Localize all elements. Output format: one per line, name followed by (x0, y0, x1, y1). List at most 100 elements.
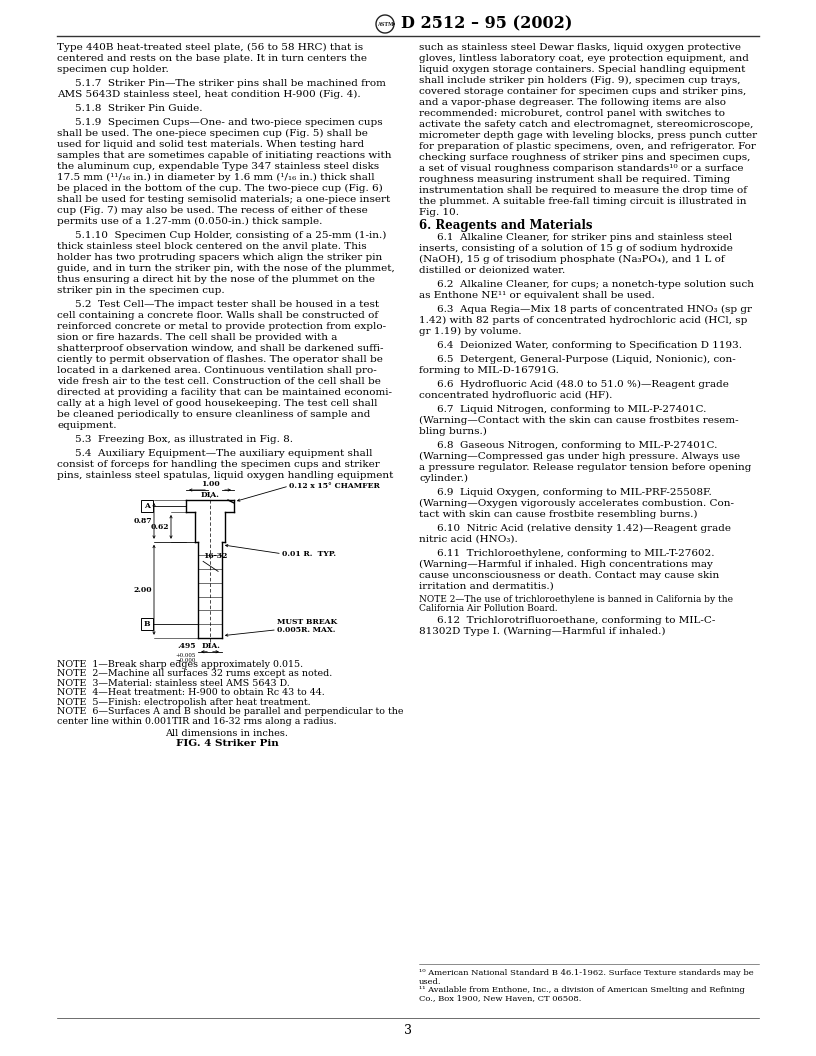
Text: (Warning—Harmful if inhaled. High concentrations may: (Warning—Harmful if inhaled. High concen… (419, 560, 713, 569)
Text: AMS 5643D stainless steel, heat condition H-900 (Fig. 4).: AMS 5643D stainless steel, heat conditio… (57, 90, 361, 99)
Text: 0.87: 0.87 (133, 516, 152, 525)
Text: pins, stainless steel spatulas, liquid oxygen handling equipment: pins, stainless steel spatulas, liquid o… (57, 471, 393, 480)
Text: NOTE  3—Material: stainless steel AMS 5643 D.: NOTE 3—Material: stainless steel AMS 564… (57, 679, 290, 687)
Text: for preparation of plastic specimens, oven, and refrigerator. For: for preparation of plastic specimens, ov… (419, 142, 756, 151)
Text: NOTE  2—Machine all surfaces 32 rums except as noted.: NOTE 2—Machine all surfaces 32 rums exce… (57, 670, 332, 678)
Text: (NaOH), 15 g of trisodium phosphate (Na₃PO₄), and 1 L of: (NaOH), 15 g of trisodium phosphate (Na₃… (419, 254, 725, 264)
Text: recommended: microburet, control panel with switches to: recommended: microburet, control panel w… (419, 109, 725, 118)
Text: inserts, consisting of a solution of 15 g of sodium hydroxide: inserts, consisting of a solution of 15 … (419, 244, 733, 253)
Text: 6.5  Detergent, General-Purpose (Liquid, Nonionic), con-: 6.5 Detergent, General-Purpose (Liquid, … (437, 355, 736, 364)
Text: 5.2  Test Cell—The impact tester shall be housed in a test: 5.2 Test Cell—The impact tester shall be… (75, 300, 379, 309)
Text: cally at a high level of good housekeeping. The test cell shall: cally at a high level of good housekeepi… (57, 399, 378, 408)
Text: MUST BREAK: MUST BREAK (277, 618, 337, 626)
Text: forming to MIL-D-16791G.: forming to MIL-D-16791G. (419, 366, 559, 375)
Text: such as stainless steel Dewar flasks, liquid oxygen protective: such as stainless steel Dewar flasks, li… (419, 43, 741, 52)
Text: bling burns.): bling burns.) (419, 427, 487, 436)
Text: cylinder.): cylinder.) (419, 474, 468, 484)
Text: activate the safety catch and electromagnet, stereomicroscope,: activate the safety catch and electromag… (419, 120, 753, 129)
Text: liquid oxygen storage containers. Special handling equipment: liquid oxygen storage containers. Specia… (419, 65, 745, 74)
Text: 5.4  Auxiliary Equipment—The auxiliary equipment shall: 5.4 Auxiliary Equipment—The auxiliary eq… (75, 449, 372, 458)
Text: used for liquid and solid test materials. When testing hard: used for liquid and solid test materials… (57, 140, 364, 149)
Bar (141, 499, 153, 512)
Text: cell containing a concrete floor. Walls shall be constructed of: cell containing a concrete floor. Walls … (57, 312, 378, 320)
Text: NOTE  5—Finish: electropolish after heat treatment.: NOTE 5—Finish: electropolish after heat … (57, 698, 311, 706)
Text: holder has two protruding spacers which align the striker pin: holder has two protruding spacers which … (57, 253, 382, 262)
Text: shatterproof observation window, and shall be darkened suffi-: shatterproof observation window, and sha… (57, 344, 384, 353)
Text: 6.2  Alkaline Cleaner, for cups; a nonetch-type solution such: 6.2 Alkaline Cleaner, for cups; a nonetc… (437, 280, 754, 289)
Text: guide, and in turn the striker pin, with the nose of the plummet,: guide, and in turn the striker pin, with… (57, 264, 395, 274)
Text: FIG. 4 Striker Pin: FIG. 4 Striker Pin (175, 739, 278, 749)
Text: tact with skin can cause frostbite resembling burns.): tact with skin can cause frostbite resem… (419, 510, 698, 520)
Text: thick stainless steel block centered on the anvil plate. This: thick stainless steel block centered on … (57, 242, 366, 251)
Text: California Air Pollution Board.: California Air Pollution Board. (419, 604, 557, 612)
Text: vide fresh air to the test cell. Construction of the cell shall be: vide fresh air to the test cell. Constru… (57, 377, 381, 386)
Text: 16-32: 16-32 (203, 552, 228, 561)
Text: DIA.: DIA. (201, 491, 220, 499)
Text: permits use of a 1.27-mm (0.050-in.) thick sample.: permits use of a 1.27-mm (0.050-in.) thi… (57, 216, 322, 226)
Text: D 2512 – 95 (2002): D 2512 – 95 (2002) (401, 16, 572, 33)
Text: 6.1  Alkaline Cleaner, for striker pins and stainless steel: 6.1 Alkaline Cleaner, for striker pins a… (437, 233, 732, 242)
Text: checking surface roughness of striker pins and specimen cups,: checking surface roughness of striker pi… (419, 153, 751, 162)
Text: gloves, lintless laboratory coat, eye protection equipment, and: gloves, lintless laboratory coat, eye pr… (419, 54, 749, 63)
Text: nitric acid (HNO₃).: nitric acid (HNO₃). (419, 535, 517, 544)
Text: centered and rests on the base plate. It in turn centers the: centered and rests on the base plate. It… (57, 54, 367, 63)
Text: NOTE  1—Break sharp edges approximately 0.015.: NOTE 1—Break sharp edges approximately 0… (57, 660, 303, 668)
Text: the plummet. A suitable free-fall timing circuit is illustrated in: the plummet. A suitable free-fall timing… (419, 197, 747, 206)
Text: shall be used for testing semisolid materials; a one-piece insert: shall be used for testing semisolid mate… (57, 195, 390, 204)
Text: ¹¹ Available from Enthone, Inc., a division of American Smelting and Refining: ¹¹ Available from Enthone, Inc., a divis… (419, 986, 745, 994)
Text: 6.9  Liquid Oxygen, conforming to MIL-PRF-25508F.: 6.9 Liquid Oxygen, conforming to MIL-PRF… (437, 488, 712, 497)
Text: irritation and dermatitis.): irritation and dermatitis.) (419, 582, 554, 591)
Text: covered storage container for specimen cups and striker pins,: covered storage container for specimen c… (419, 87, 747, 96)
Text: Co., Box 1900, New Haven, CT 06508.: Co., Box 1900, New Haven, CT 06508. (419, 995, 581, 1002)
Text: shall be used. The one-piece specimen cup (Fig. 5) shall be: shall be used. The one-piece specimen cu… (57, 129, 368, 138)
Text: 5.3  Freezing Box, as illustrated in Fig. 8.: 5.3 Freezing Box, as illustrated in Fig.… (75, 435, 293, 444)
Text: be cleaned periodically to ensure cleanliness of sample and: be cleaned periodically to ensure cleanl… (57, 410, 370, 419)
Text: 0.005R. MAX.: 0.005R. MAX. (277, 626, 335, 634)
Text: +0.005: +0.005 (175, 653, 196, 658)
Text: NOTE  4—Heat treatment: H-900 to obtain Rc 43 to 44.: NOTE 4—Heat treatment: H-900 to obtain R… (57, 689, 325, 697)
Text: 0.12 x 15° CHAMFER: 0.12 x 15° CHAMFER (289, 482, 380, 490)
Text: samples that are sometimes capable of initiating reactions with: samples that are sometimes capable of in… (57, 151, 392, 161)
Text: 6.7  Liquid Nitrogen, conforming to MIL-P-27401C.: 6.7 Liquid Nitrogen, conforming to MIL-P… (437, 406, 707, 414)
Text: 6.3  Aqua Regia—Mix 18 parts of concentrated HNO₃ (sp gr: 6.3 Aqua Regia—Mix 18 parts of concentra… (437, 305, 752, 314)
Text: cup (Fig. 7) may also be used. The recess of either of these: cup (Fig. 7) may also be used. The reces… (57, 206, 368, 215)
Text: the aluminum cup, expendable Type 347 stainless steel disks: the aluminum cup, expendable Type 347 st… (57, 162, 379, 171)
Text: A: A (144, 502, 150, 510)
Text: NOTE  6—Surfaces A and B should be parallel and perpendicular to the: NOTE 6—Surfaces A and B should be parall… (57, 708, 403, 716)
Text: .495: .495 (178, 642, 196, 649)
Text: striker pin in the specimen cup.: striker pin in the specimen cup. (57, 286, 224, 295)
Text: 6.4  Deionized Water, conforming to Specification D 1193.: 6.4 Deionized Water, conforming to Speci… (437, 341, 742, 350)
Bar (141, 618, 153, 629)
Text: 1.00: 1.00 (201, 480, 220, 488)
Text: 5.1.10  Specimen Cup Holder, consisting of a 25-mm (1-in.): 5.1.10 Specimen Cup Holder, consisting o… (75, 231, 386, 240)
Text: consist of forceps for handling the specimen cups and striker: consist of forceps for handling the spec… (57, 460, 379, 469)
Text: and a vapor-phase degreaser. The following items are also: and a vapor-phase degreaser. The followi… (419, 98, 726, 107)
Text: 0.62: 0.62 (150, 523, 169, 531)
Text: directed at providing a facility that can be maintained economi-: directed at providing a facility that ca… (57, 388, 392, 397)
Text: equipment.: equipment. (57, 421, 117, 430)
Text: (Warning—Oxygen vigorously accelerates combustion. Con-: (Warning—Oxygen vigorously accelerates c… (419, 499, 734, 508)
Text: center line within 0.001TIR and 16-32 rms along a radius.: center line within 0.001TIR and 16-32 rm… (57, 717, 337, 725)
Text: micrometer depth gage with leveling blocks, press punch cutter: micrometer depth gage with leveling bloc… (419, 131, 757, 140)
Text: roughness measuring instrument shall be required. Timing: roughness measuring instrument shall be … (419, 175, 730, 184)
Text: used.: used. (419, 978, 441, 985)
Text: Fig. 10.: Fig. 10. (419, 208, 459, 216)
Text: as Enthone NE¹¹ or equivalent shall be used.: as Enthone NE¹¹ or equivalent shall be u… (419, 291, 654, 300)
Text: a set of visual roughness comparison standards¹⁰ or a surface: a set of visual roughness comparison sta… (419, 164, 743, 173)
Text: 81302D Type I. (Warning—Harmful if inhaled.): 81302D Type I. (Warning—Harmful if inhal… (419, 627, 666, 636)
Text: reinforced concrete or metal to provide protection from explo-: reinforced concrete or metal to provide … (57, 322, 386, 331)
Text: ASTM: ASTM (377, 21, 393, 26)
Text: B: B (144, 620, 150, 627)
Text: instrumentation shall be required to measure the drop time of: instrumentation shall be required to mea… (419, 186, 747, 195)
Text: specimen cup holder.: specimen cup holder. (57, 65, 169, 74)
Text: (Warning—Compressed gas under high pressure. Always use: (Warning—Compressed gas under high press… (419, 452, 740, 461)
Text: 6.11  Trichloroethylene, conforming to MIL-T-27602.: 6.11 Trichloroethylene, conforming to MI… (437, 549, 715, 558)
Text: 17.5 mm (¹¹/₁₆ in.) in diameter by 1.6 mm (¹/₁₆ in.) thick shall: 17.5 mm (¹¹/₁₆ in.) in diameter by 1.6 m… (57, 173, 375, 182)
Text: 6.10  Nitric Acid (relative density 1.42)—Reagent grade: 6.10 Nitric Acid (relative density 1.42)… (437, 524, 731, 533)
Text: located in a darkened area. Continuous ventilation shall pro-: located in a darkened area. Continuous v… (57, 366, 377, 375)
Text: sion or fire hazards. The cell shall be provided with a: sion or fire hazards. The cell shall be … (57, 333, 337, 342)
Text: 5.1.8  Striker Pin Guide.: 5.1.8 Striker Pin Guide. (75, 103, 202, 113)
Text: a pressure regulator. Release regulator tension before opening: a pressure regulator. Release regulator … (419, 463, 752, 472)
Text: 6. Reagents and Materials: 6. Reagents and Materials (419, 219, 592, 232)
Text: cause unconsciousness or death. Contact may cause skin: cause unconsciousness or death. Contact … (419, 571, 719, 580)
